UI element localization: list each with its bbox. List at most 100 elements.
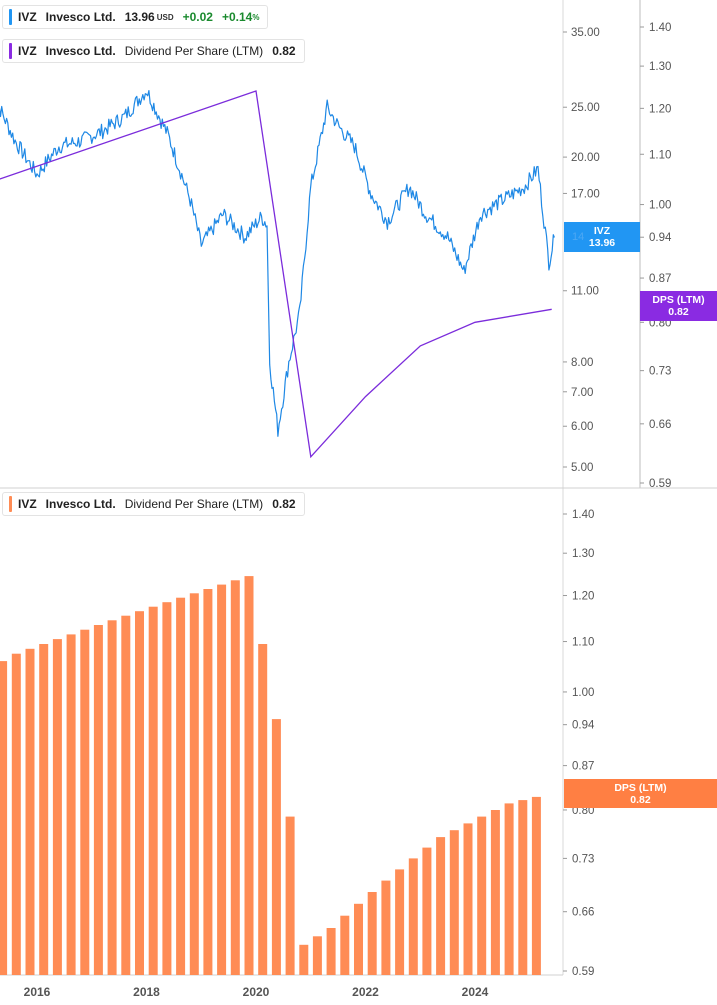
dps-bar xyxy=(258,644,268,975)
price-axis-tick: 35.00 xyxy=(571,27,600,39)
dps-bar xyxy=(52,639,62,975)
dps-bar xyxy=(121,615,131,975)
price-axis-tick: 8.00 xyxy=(571,357,593,369)
dps-bar xyxy=(162,602,172,975)
dps-bar xyxy=(80,629,90,975)
legend-ticker: IVZ xyxy=(18,10,37,24)
price-tag-label: IVZ xyxy=(593,225,611,237)
price-tag-ghost-tick: 14 xyxy=(572,231,585,243)
dps-bar xyxy=(244,576,254,975)
legend-dps-bottom-metric: Dividend Per Share (LTM) xyxy=(124,497,264,511)
dps-axis-tick: 0.87 xyxy=(649,273,671,285)
dps-bar xyxy=(490,810,500,975)
dps-axis-tick: 0.66 xyxy=(649,419,671,431)
dps-bar xyxy=(367,892,377,975)
dps-bar xyxy=(93,625,103,975)
bar-axis-tick: 1.20 xyxy=(572,591,594,603)
legend-currency: USD xyxy=(156,12,174,22)
dps-bar xyxy=(189,593,199,975)
dps-bar xyxy=(203,589,213,975)
dps-bar xyxy=(422,847,432,975)
dps-bar xyxy=(285,816,295,975)
price-tag-value: 13.96 xyxy=(588,237,616,249)
legend-dps-bottom-swatch xyxy=(9,496,12,512)
dps-axis-tick: 1.30 xyxy=(649,61,671,73)
dps-bar xyxy=(408,858,418,975)
price-tag: IVZ 13.96 xyxy=(564,222,640,252)
bar-axis-tick: 0.73 xyxy=(572,853,594,865)
dps-bar xyxy=(477,816,487,975)
dps-bar xyxy=(135,611,144,975)
dps-bar xyxy=(381,880,391,975)
legend-dps-top-value: 0.82 xyxy=(272,44,296,58)
x-axis-year-label: 2016 xyxy=(24,985,51,999)
legend-price-swatch xyxy=(9,9,12,25)
legend-dps-bottom-name: Invesco Ltd. xyxy=(45,497,116,511)
price-axis-tick: 17.00 xyxy=(571,188,600,200)
legend-change: +0.02 xyxy=(182,10,213,24)
dps-bar xyxy=(354,903,363,975)
legend-price[interactable]: IVZ Invesco Ltd. 13.96 USD +0.02 +0.14% xyxy=(2,5,269,29)
bar-axis-tick: 0.87 xyxy=(572,761,594,773)
x-axis-year-label: 2024 xyxy=(462,985,489,999)
dps-bar xyxy=(504,803,514,975)
x-axis-year-label: 2018 xyxy=(133,985,160,999)
legend-dps-top-ticker: IVZ xyxy=(18,44,37,58)
dps-bar xyxy=(518,800,528,975)
dps-bar xyxy=(299,944,309,975)
price-series-line xyxy=(0,90,555,437)
dps-bar xyxy=(326,928,336,975)
dps-bar xyxy=(395,869,405,975)
price-axis-tick: 6.00 xyxy=(571,421,593,433)
x-axis-year-label: 2022 xyxy=(352,985,379,999)
legend-dps-bottom-value: 0.82 xyxy=(272,497,296,511)
legend-dps-top-metric: Dividend Per Share (LTM) xyxy=(124,44,264,58)
bar-axis-tick: 1.00 xyxy=(572,687,594,699)
legend-company-name: Invesco Ltd. xyxy=(45,10,116,24)
legend-dps-top-name: Invesco Ltd. xyxy=(45,44,116,58)
dps-bar xyxy=(230,580,240,975)
x-axis-year-label: 2020 xyxy=(243,985,270,999)
price-axis-tick: 11.00 xyxy=(571,286,599,298)
dps-bar xyxy=(271,719,281,975)
bar-axis-tick: 1.40 xyxy=(572,509,594,521)
legend-dps-bottom[interactable]: IVZ Invesco Ltd. Dividend Per Share (LTM… xyxy=(2,492,305,516)
dps-bar xyxy=(107,620,117,975)
dps-tag-bottom-value: 0.82 xyxy=(630,793,651,806)
dps-axis-tick: 1.10 xyxy=(649,149,671,161)
dps-bar xyxy=(148,606,158,975)
dps-tag-bottom-label: DPS (LTM) xyxy=(614,781,667,794)
dps-axis-tick: 0.73 xyxy=(649,366,671,378)
dps-bar xyxy=(11,653,21,975)
dps-axis-tick: 0.94 xyxy=(649,232,672,244)
dps-bar xyxy=(463,823,473,975)
dps-axis-tick: 1.00 xyxy=(649,200,671,212)
legend-dps-bottom-ticker: IVZ xyxy=(18,497,37,511)
dps-tag-bottom: DPS (LTM) 0.82 xyxy=(564,779,717,808)
dps-axis-tick: 1.20 xyxy=(649,103,671,115)
price-axis-tick: 5.00 xyxy=(571,462,593,474)
legend-change-pct: +0.14 xyxy=(221,10,253,24)
dps-bar xyxy=(176,597,186,975)
dps-bar xyxy=(312,936,322,975)
legend-dps-top[interactable]: IVZ Invesco Ltd. Dividend Per Share (LTM… xyxy=(2,39,305,63)
dps-series-line xyxy=(0,90,552,459)
bar-axis-tick: 0.59 xyxy=(572,966,594,978)
dps-bar xyxy=(217,584,227,975)
legend-price-value: 13.96 xyxy=(124,10,155,24)
dps-tag-top-value: 0.82 xyxy=(668,306,689,318)
bar-axis-tick: 0.94 xyxy=(572,720,595,732)
legend-pct-sign: % xyxy=(252,12,260,22)
dps-axis-tick: 0.59 xyxy=(649,478,671,490)
price-axis-tick: 20.00 xyxy=(571,152,600,164)
bar-axis-tick: 0.66 xyxy=(572,907,594,919)
dps-bar xyxy=(449,830,459,975)
dps-bar xyxy=(0,661,8,975)
dps-bar xyxy=(531,796,541,975)
dps-bar xyxy=(25,648,35,975)
price-axis-tick: 7.00 xyxy=(571,387,593,399)
legend-dps-top-swatch xyxy=(9,43,12,59)
dps-tag-top-label: DPS (LTM) xyxy=(652,294,705,306)
